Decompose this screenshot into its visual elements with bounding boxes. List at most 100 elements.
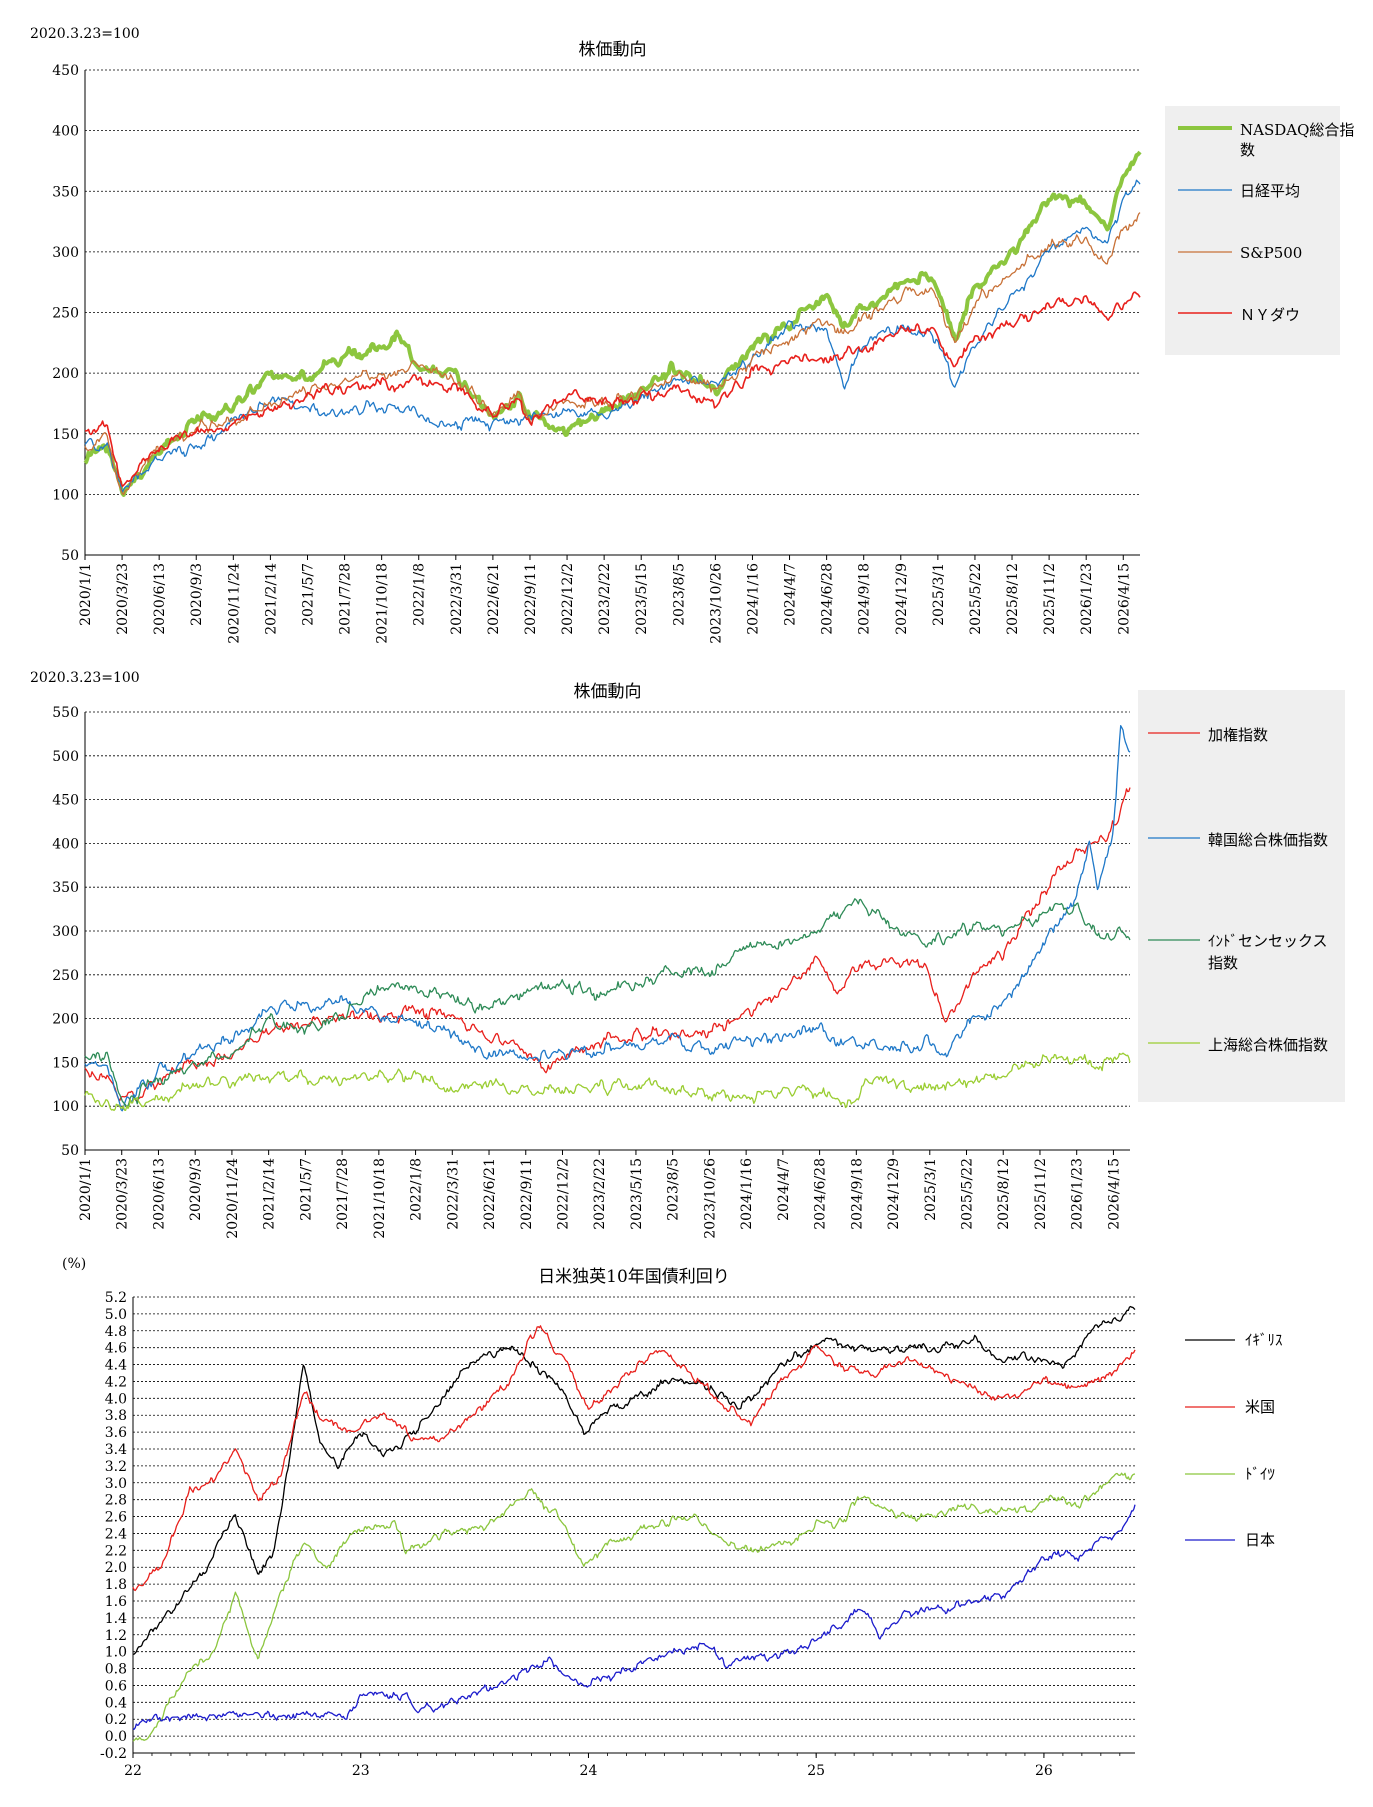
x-tick-label: 2026/1/23: [1070, 1158, 1086, 1230]
series-line-2: [84, 725, 1131, 1112]
legend-label: ｲﾝﾄﾞセンセックス: [1208, 932, 1328, 950]
y-tick-label: 0.8: [105, 1662, 127, 1678]
y-tick-label: 1.8: [105, 1577, 127, 1593]
y-tick-label: 150: [52, 427, 79, 443]
y-tick-label: 0.6: [105, 1678, 127, 1694]
y-tick-label: 250: [52, 306, 79, 322]
x-tick-label: 2021/5/7: [298, 1158, 314, 1221]
y-tick-label: 4.2: [105, 1374, 127, 1390]
x-tick-label: 2025/3/1: [931, 563, 947, 626]
y-tick-label: 50: [61, 548, 79, 564]
series-line-1: [84, 787, 1131, 1102]
x-tick-label: 22: [124, 1763, 142, 1779]
x-tick-label: 2022/12/2: [555, 1158, 571, 1230]
x-tick-label: 2025/3/1: [923, 1158, 939, 1221]
y-tick-label: 200: [52, 366, 79, 382]
x-tick-label: 2025/11/2: [1042, 563, 1058, 635]
x-tick-label: 2022/12/2: [560, 563, 576, 635]
x-tick-label: 2022/1/8: [409, 1158, 425, 1221]
y-tick-label: 4.0: [105, 1391, 127, 1407]
y-tick-label: 2.2: [105, 1543, 127, 1559]
x-tick-label: 2021/7/28: [338, 563, 354, 635]
x-tick-label: 2026/4/15: [1116, 563, 1132, 635]
legend-background: [1138, 690, 1345, 1102]
legend-label: ﾄﾞｲﾂ: [1245, 1465, 1275, 1483]
y-tick-label: 1.0: [105, 1645, 127, 1661]
legend-label-cont: 数: [1240, 141, 1255, 159]
y-tick-label: 3.0: [105, 1476, 127, 1492]
y-tick-label: 2.0: [105, 1560, 127, 1576]
y-tick-label: 1.6: [105, 1594, 127, 1610]
series-line-1: [132, 1305, 1136, 1655]
y-tick-label: 4.6: [105, 1341, 127, 1357]
y-tick-label: 3.2: [105, 1459, 127, 1475]
legend-label: NASDAQ総合指: [1240, 121, 1354, 139]
y-tick-label: 100: [52, 1099, 79, 1115]
x-tick-label: 2024/1/16: [739, 1158, 755, 1230]
legend-label: ＮＹダウ: [1240, 306, 1300, 324]
y-tick-label: -0.2: [100, 1746, 127, 1762]
x-tick-label: 2024/4/7: [776, 1158, 792, 1221]
chart-title: 株価動向: [579, 40, 647, 60]
x-tick-label: 2024/6/28: [813, 1158, 829, 1230]
x-tick-label: 2022/3/31: [449, 563, 465, 635]
x-tick-label: 2025/8/12: [996, 1158, 1012, 1230]
x-tick-label: 2023/5/15: [629, 1158, 645, 1230]
x-tick-label: 2022/9/11: [523, 563, 539, 635]
x-tick-label: 2022/1/8: [412, 563, 428, 626]
legend-label: 米国: [1245, 1398, 1275, 1416]
x-tick-label: 2022/9/11: [519, 1158, 535, 1230]
x-tick-label: 2024/1/16: [745, 563, 761, 635]
chart-title: 株価動向: [574, 682, 642, 702]
chart-1: 2020.3.23=100 株価動向 50 100 150 200 250 300 350 400…: [30, 26, 1354, 644]
x-tick-label: 2023/2/22: [597, 563, 613, 635]
x-tick-label: 2024/9/18: [857, 563, 873, 635]
x-tick-label: 2021/10/18: [372, 1158, 388, 1239]
legend-label: 日本: [1245, 1531, 1275, 1549]
y-tick-label: 1.2: [105, 1628, 127, 1644]
y-tick-label: 300: [52, 924, 79, 940]
series-line-2: [132, 1325, 1136, 1592]
x-tick-label: 2021/10/18: [375, 563, 391, 644]
y-tick-label: 300: [52, 245, 79, 261]
legend-label: 上海総合株価指数: [1208, 1036, 1328, 1054]
y-tick-label: 400: [52, 836, 79, 852]
y-tick-label: 0.4: [105, 1695, 127, 1711]
y-tick-label: 400: [52, 124, 79, 140]
x-tick-label: 2024/12/9: [886, 1158, 902, 1230]
chart-3: (%) 日米独英10年国債利回り -0.20.00.20.40.60.81.01.2…: [62, 1256, 1283, 1779]
chart-title: 日米独英10年国債利回り: [538, 1267, 730, 1287]
legend-label: 韓国総合株価指数: [1208, 831, 1328, 849]
x-tick-label: 2024/6/28: [820, 563, 836, 635]
x-tick-label: 2024/12/9: [894, 563, 910, 635]
series-line-1: [83, 150, 1142, 497]
y-tick-label: 3.8: [105, 1408, 127, 1424]
legend-label-cont: 指数: [1208, 954, 1238, 972]
y-tick-label: 3.4: [105, 1442, 127, 1458]
y-tick-label: 50: [61, 1143, 79, 1159]
x-tick-label: 2023/2/22: [592, 1158, 608, 1230]
y-tick-label: 2.6: [105, 1510, 127, 1526]
y-tick-label: 2.8: [105, 1493, 127, 1509]
x-tick-label: 2025/8/12: [1005, 563, 1021, 635]
y-tick-label: 250: [52, 968, 79, 984]
series-line-4: [132, 1504, 1136, 1730]
y-tick-label: 450: [52, 63, 79, 79]
x-tick-label: 24: [580, 1763, 598, 1779]
x-tick-label: 2021/2/14: [262, 1158, 278, 1230]
series-line-2: [84, 179, 1141, 493]
x-tick-label: 2022/6/21: [486, 563, 502, 635]
series-line-3: [132, 1472, 1136, 1742]
legend-label: S&P500: [1240, 244, 1302, 262]
x-tick-label: 2024/9/18: [849, 1158, 865, 1230]
x-tick-label: 2021/2/14: [263, 563, 279, 635]
series-line-4: [84, 1052, 1131, 1112]
x-tick-label: 23: [352, 1763, 370, 1779]
legend-label: ｲｷﾞﾘｽ: [1245, 1331, 1283, 1349]
x-tick-label: 2020/1/1: [78, 1158, 94, 1221]
y-tick-label: 4.4: [105, 1358, 127, 1374]
x-tick-label: 2020/6/13: [152, 563, 168, 635]
x-tick-label: 2020/1/1: [78, 563, 94, 626]
x-tick-label: 2021/7/28: [335, 1158, 351, 1230]
x-tick-label: 2023/8/5: [666, 1158, 682, 1221]
